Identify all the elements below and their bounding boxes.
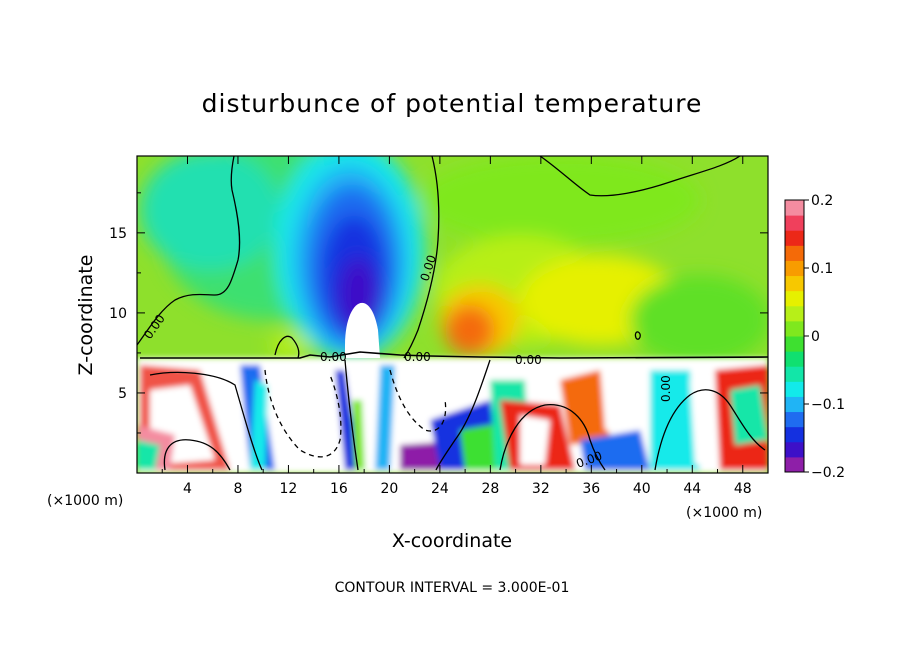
- contour-lower-6: [654, 389, 766, 471]
- colorbar-tick-label: 0: [811, 329, 820, 345]
- colorbar: [784, 199, 805, 473]
- plot-area: 0.00 0.00 0.00 0.00 0.00 0.00 0.00: [137, 156, 768, 473]
- contour-label: 0.00: [659, 375, 673, 402]
- x-unit-label-right: (×1000 m): [686, 505, 762, 521]
- colorbar-tick-label: −0.1: [811, 397, 845, 413]
- x-axis-ticks: 4 8 12 16 20 24 28 32 36 40 44 48: [161, 156, 752, 497]
- colorbar-segment: [785, 290, 804, 307]
- upper-field: [140, 156, 768, 365]
- x-tick-label: 4: [183, 481, 192, 497]
- colorbar-segment: [785, 426, 804, 443]
- x-tick-label: 36: [582, 481, 600, 497]
- y-axis-title: Z-coordinate: [75, 255, 97, 376]
- white-core: [345, 302, 380, 358]
- y-tick-label: 15: [109, 226, 127, 242]
- contour-interval-note: CONTOUR INTERVAL = 3.000E-01: [335, 580, 570, 596]
- contour-zero-top-right: [539, 156, 741, 197]
- contour-lines: [137, 156, 768, 471]
- contour-label: 0.00: [320, 350, 347, 364]
- x-tick-label: 40: [633, 481, 651, 497]
- x-unit-label-left: (×1000 m): [47, 493, 123, 509]
- contour-zero-left: [137, 156, 241, 346]
- contour-interface: [140, 351, 768, 359]
- x-tick-label: 20: [380, 481, 398, 497]
- x-tick-label: 48: [734, 481, 752, 497]
- contour-label: 0.00: [404, 350, 431, 364]
- contour-dashed-1: [264, 369, 342, 458]
- x-tick-label: 12: [280, 481, 298, 497]
- colorbar-segment: [785, 200, 804, 216]
- colorbar-tick-label: 0.2: [811, 193, 833, 209]
- contour-lower-2: [163, 439, 231, 471]
- x-tick-label: 44: [683, 481, 701, 497]
- colorbar-segment: [785, 351, 804, 367]
- plot-frame: [136, 155, 769, 474]
- contour-lower-5: [499, 404, 606, 471]
- colorbar-segment: [785, 411, 804, 428]
- y-tick-label: 5: [118, 386, 127, 402]
- y-tick-label: 10: [109, 306, 127, 322]
- contour-lower-4: [435, 359, 491, 471]
- contour-labels: 0.00 0.00 0.00 0.00 0.00 0.00 0.00: [141, 253, 673, 471]
- x-tick-label: 8: [233, 481, 242, 497]
- x-tick-label: 16: [330, 481, 348, 497]
- x-tick-label: 32: [532, 481, 550, 497]
- x-axis-title: X-coordinate: [392, 530, 512, 552]
- colorbar-segment: [785, 456, 804, 473]
- contour-lower-1: [149, 371, 263, 471]
- colorbar-segment: [785, 245, 804, 261]
- colorbar-segment: [785, 230, 804, 246]
- y-axis-ticks: 5 10 15: [109, 192, 768, 434]
- colorbar-segment: [785, 396, 804, 413]
- x-tick-label: 24: [431, 481, 449, 497]
- colorbar-tick-label: 0.1: [811, 261, 833, 277]
- contour-ring-mid: [274, 335, 300, 359]
- colorbar-segment: [785, 305, 804, 322]
- contour-label: 0.00: [515, 353, 542, 367]
- colorbar-segment: [785, 320, 804, 337]
- colorbar-segment: [785, 441, 804, 458]
- contour-zero-center: [403, 156, 440, 359]
- colorbar-ticks: 0.2 0.1 0 −0.1 −0.2: [804, 193, 845, 481]
- colorbar-segment: [785, 215, 804, 231]
- chart-title: disturbunce of potential temperature: [202, 89, 703, 118]
- colorbar-segment: [785, 381, 804, 397]
- colorbar-segment: [785, 275, 804, 292]
- lower-field: [137, 358, 768, 473]
- contour-ring-small: [634, 331, 641, 340]
- colorbar-tick-label: −0.2: [811, 465, 845, 481]
- colorbar-segment: [785, 336, 804, 352]
- colorbar-segment: [785, 260, 804, 277]
- colorbar-segment: [785, 366, 804, 382]
- contour-lower-3: [344, 359, 359, 471]
- x-tick-label: 28: [481, 481, 499, 497]
